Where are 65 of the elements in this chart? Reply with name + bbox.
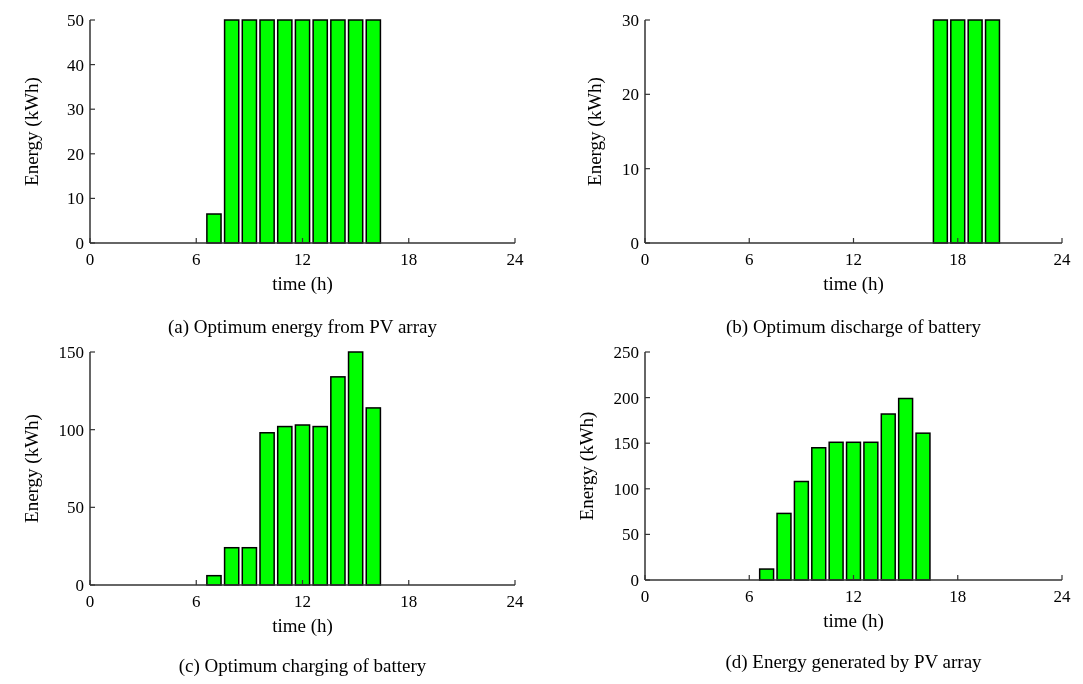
bar — [828, 441, 844, 581]
y-tick-label: 20 — [67, 144, 84, 164]
y-tick-label: 10 — [622, 159, 639, 179]
bar — [347, 351, 364, 586]
x-tick-label: 12 — [845, 250, 862, 269]
bar — [259, 432, 275, 586]
y-tick-label: 250 — [613, 342, 639, 362]
y-tick-label: 0 — [630, 233, 639, 253]
x-tick-label: 12 — [845, 587, 862, 606]
text: (a) Optimum energy from PV array — [168, 316, 438, 338]
x-tick-label: 24 — [506, 592, 524, 611]
y-tick-label: 200 — [613, 388, 639, 408]
x-axis-title: time (h) — [272, 615, 333, 637]
y-axis-title: Energy (kWh) — [584, 77, 606, 186]
bar — [241, 546, 258, 586]
y-tick-label: 0 — [630, 570, 639, 590]
x-tick-label: 12 — [294, 592, 311, 611]
bar — [223, 546, 240, 586]
x-tick-label: 6 — [745, 250, 754, 269]
y-tick-label: 40 — [67, 55, 84, 75]
y-axis-title: Energy (kWh) — [576, 411, 598, 521]
x-axis-title: time (h) — [823, 610, 884, 632]
text: (b) Optimum discharge of battery — [725, 316, 982, 338]
bar — [294, 424, 311, 586]
x-tick-label: 24 — [1053, 587, 1071, 606]
x-tick-label: 6 — [192, 592, 201, 611]
y-axis-title: Energy (kWh) — [21, 414, 43, 523]
x-tick-label: 18 — [949, 587, 967, 606]
bar — [776, 512, 792, 581]
y-tick-label: 150 — [58, 342, 84, 362]
bar — [863, 441, 879, 581]
x-tick-label: 6 — [192, 250, 201, 269]
x-tick-label: 6 — [745, 587, 754, 606]
text: (d) Energy generated by PV array — [725, 651, 983, 673]
y-tick-label: 100 — [58, 420, 84, 440]
bar — [897, 397, 914, 581]
y-tick-label: 100 — [613, 479, 639, 499]
bar — [312, 425, 329, 586]
y-tick-label: 50 — [622, 525, 639, 545]
y-axis-title: Energy (kWh) — [21, 77, 43, 186]
x-tick-label: 24 — [1053, 250, 1071, 269]
y-tick-label: 10 — [67, 189, 84, 209]
y-tick-label: 0 — [75, 233, 84, 253]
bar — [365, 407, 382, 586]
x-tick-label: 12 — [294, 250, 311, 269]
y-tick-label: 20 — [622, 85, 639, 105]
y-tick-label: 150 — [613, 434, 639, 454]
x-tick-label: 18 — [949, 250, 967, 269]
bar — [811, 447, 827, 581]
bar — [793, 480, 810, 581]
bar — [276, 425, 293, 586]
bar — [330, 376, 346, 586]
x-axis-title: time (h) — [272, 273, 333, 295]
text: (c) Optimum charging of battery — [178, 655, 427, 677]
y-tick-label: 50 — [67, 498, 84, 518]
bar — [845, 441, 862, 581]
x-tick-label: 18 — [400, 592, 418, 611]
y-tick-label: 30 — [622, 10, 639, 30]
bar — [915, 432, 931, 581]
y-tick-label: 30 — [67, 100, 84, 120]
x-axis-title: time (h) — [823, 273, 884, 295]
y-tick-label: 50 — [67, 10, 84, 30]
bar — [880, 413, 896, 581]
x-tick-label: 18 — [400, 250, 418, 269]
x-tick-label: 24 — [506, 250, 524, 269]
